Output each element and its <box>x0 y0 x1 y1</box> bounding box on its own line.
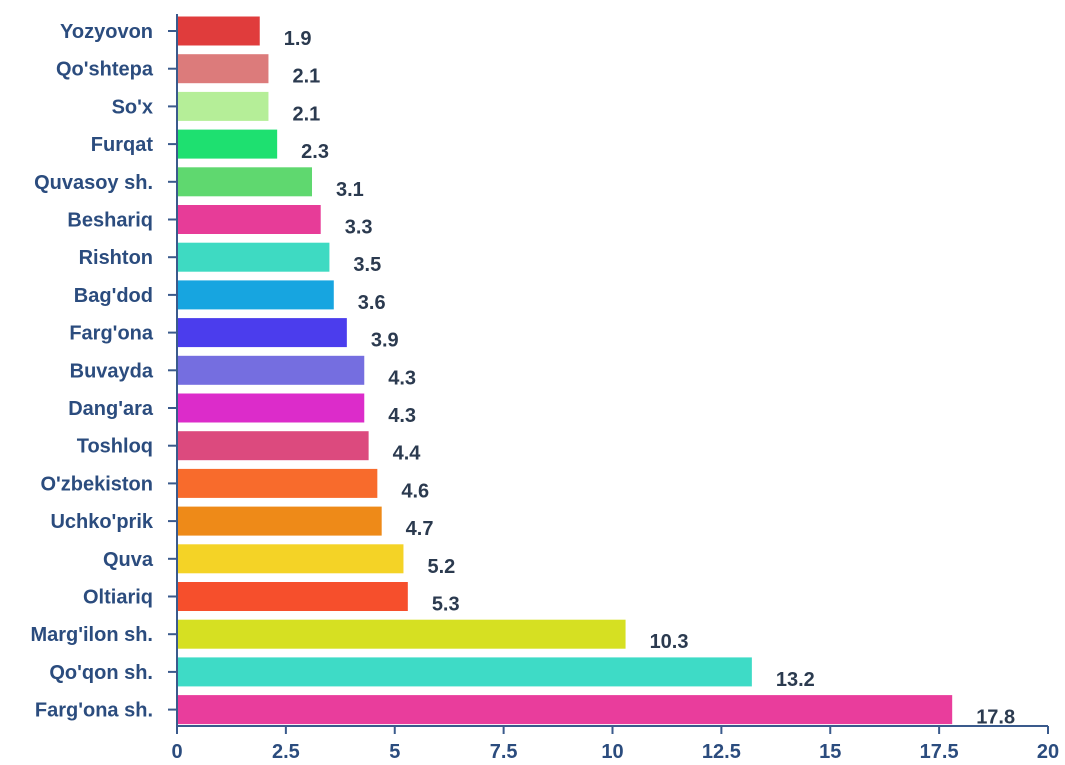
x-tick-label: 20 <box>1037 741 1059 763</box>
value-label: 2.3 <box>301 141 329 163</box>
value-label: 1.9 <box>284 28 312 50</box>
value-label: 4.7 <box>406 518 434 540</box>
category-label: Farg'ona <box>69 323 154 345</box>
category-label: Rishton <box>79 247 153 269</box>
value-label: 4.6 <box>401 480 429 502</box>
value-label: 3.1 <box>336 179 364 201</box>
x-tick-label: 17.5 <box>920 741 959 763</box>
value-label: 10.3 <box>650 631 689 653</box>
value-label: 13.2 <box>776 669 815 691</box>
category-label: Oltiariq <box>83 587 153 609</box>
bar-0 <box>177 16 260 46</box>
bar-12 <box>177 468 378 498</box>
category-label: Bag'dod <box>74 285 153 307</box>
x-tick-label: 2.5 <box>272 741 300 763</box>
bar-11 <box>177 431 369 461</box>
bar-17 <box>177 657 752 687</box>
bar-10 <box>177 393 365 423</box>
value-label: 3.9 <box>371 330 399 352</box>
bar-7 <box>177 280 334 310</box>
value-label: 4.4 <box>393 443 422 465</box>
bar-6 <box>177 242 330 272</box>
x-tick-label: 15 <box>819 741 841 763</box>
category-labels: Yozyovon Qo'shtepa So'x Furqat Quvasoy sh. Be… <box>30 21 177 722</box>
x-tick-label: 12.5 <box>702 741 741 763</box>
bar-16 <box>177 619 626 649</box>
bar-5 <box>177 205 321 234</box>
value-label: 2.1 <box>292 103 320 125</box>
bar-14 <box>177 544 404 574</box>
bar-9 <box>177 355 365 385</box>
bar-1 <box>177 54 269 84</box>
category-label: Quva <box>103 549 154 571</box>
category-label: Toshloq <box>77 436 153 458</box>
x-tick-label: 10 <box>601 741 623 763</box>
category-label: Qo'shtepa <box>56 59 154 81</box>
bar-15 <box>177 582 408 611</box>
category-label: Qo'qon sh. <box>49 662 153 684</box>
bar-13 <box>177 506 382 536</box>
bar-8 <box>177 318 347 348</box>
category-label: Beshariq <box>67 210 153 232</box>
value-label: 3.5 <box>353 254 381 276</box>
category-label: So'x <box>112 96 153 118</box>
value-label: 4.3 <box>388 405 416 427</box>
value-label: 5.2 <box>427 556 455 578</box>
value-label: 2.1 <box>292 66 320 88</box>
category-label: O'zbekiston <box>40 473 153 495</box>
category-label: Furqat <box>91 134 154 156</box>
category-label: Quvasoy sh. <box>34 172 153 194</box>
value-labels: 1.9 2.1 2.1 2.3 3.1 3.3 3.5 3.6 3.9 4.3 4.3 4.4 4.6 4… <box>284 28 1015 729</box>
category-label: Farg'ona sh. <box>35 700 153 722</box>
category-label: Buvayda <box>70 360 154 382</box>
value-label: 3.6 <box>358 292 386 314</box>
value-label: 17.8 <box>976 707 1015 729</box>
category-label: Yozyovon <box>60 21 153 43</box>
bar-2 <box>177 91 269 121</box>
value-label: 5.3 <box>432 594 460 616</box>
x-tick-label: 7.5 <box>490 741 518 763</box>
bar-3 <box>177 129 278 159</box>
bar-18 <box>177 695 953 725</box>
value-label: 3.3 <box>345 217 373 239</box>
bars-group <box>177 16 953 725</box>
x-tick-label: 0 <box>171 741 182 763</box>
bar-4 <box>177 167 313 197</box>
category-label: Marg'ilon sh. <box>30 624 153 646</box>
category-label: Uchko'prik <box>50 511 153 533</box>
category-label: Dang'ara <box>68 398 154 420</box>
x-axis-ticks: 0 2.5 5 7.5 10 12.5 15 17.5 20 <box>171 726 1059 763</box>
x-tick-label: 5 <box>389 741 400 763</box>
value-label: 4.3 <box>388 367 416 389</box>
